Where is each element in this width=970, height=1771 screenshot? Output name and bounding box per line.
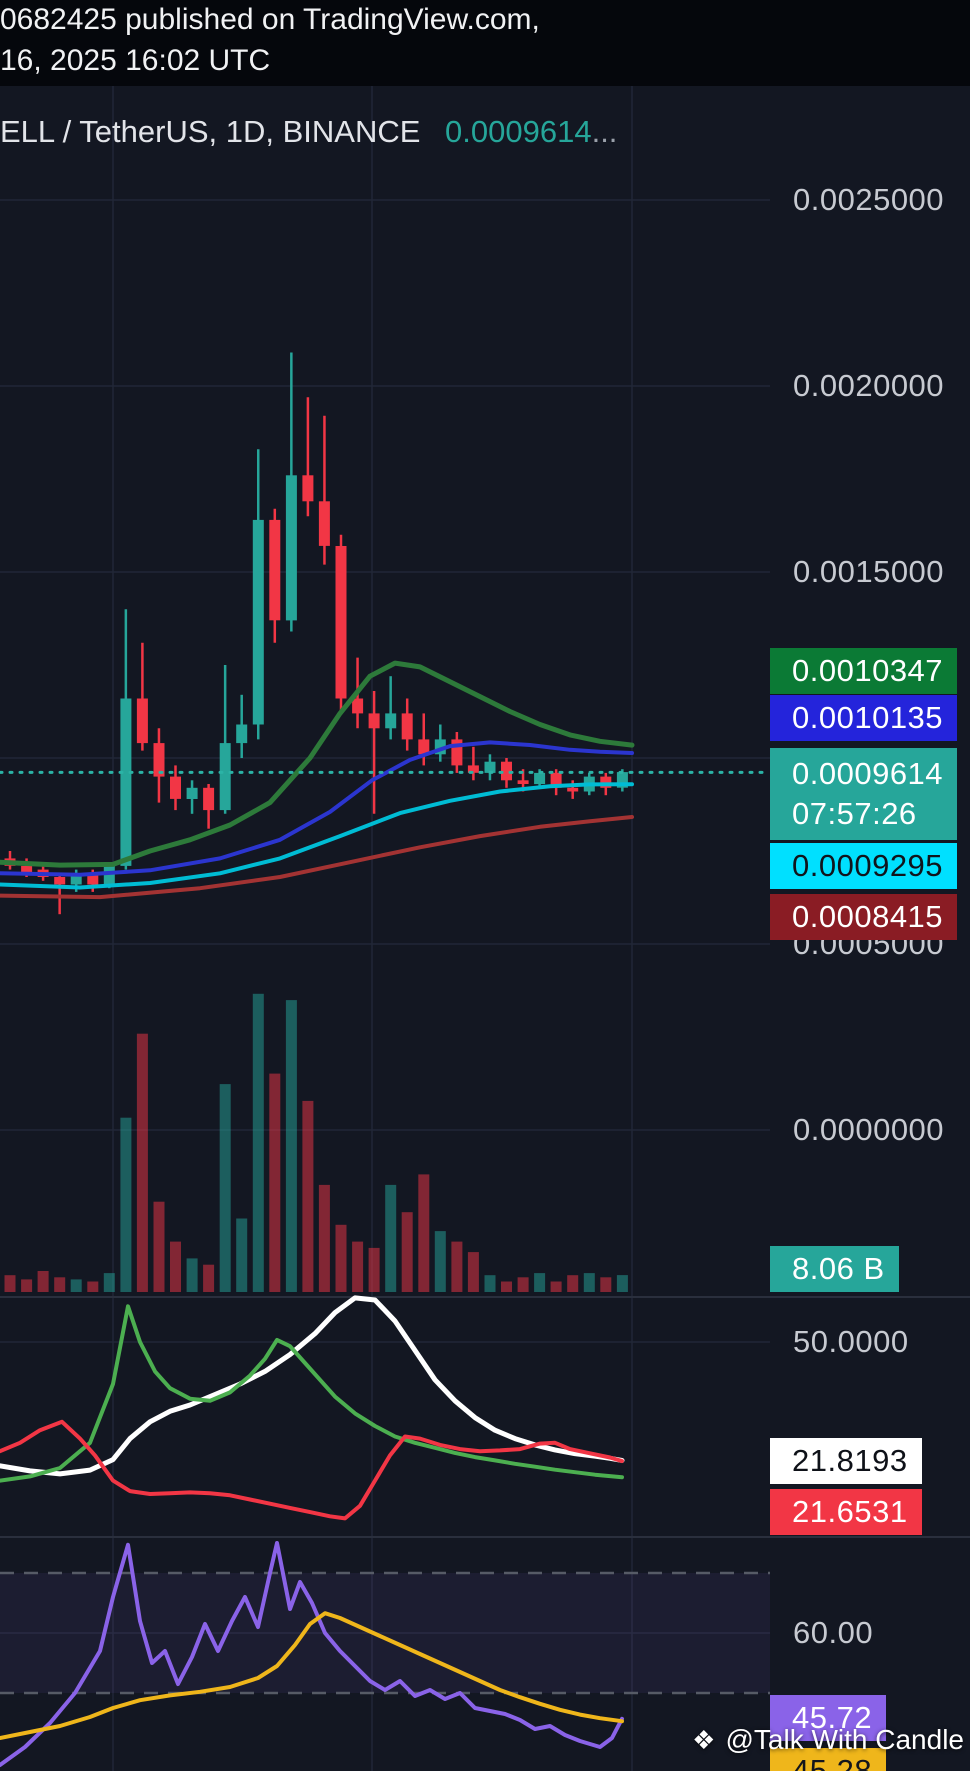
osc1-green-line (0, 1304, 624, 1483)
tick-osc1-50: 50.0000 (793, 1324, 909, 1359)
ma-green-line (0, 660, 635, 868)
watermark-logo-icon: ❖ (692, 1724, 716, 1755)
watermark-text: @Talk With Candle (725, 1724, 964, 1755)
symbol-price-ellipsis: ... (591, 114, 618, 149)
tick-osc2-60: 60.00 (793, 1615, 874, 1650)
osc2-yellow-line (0, 1611, 624, 1740)
watermark: ❖ @Talk With Candle (692, 1724, 964, 1756)
symbol-last-price: 0.0009614 (445, 114, 592, 149)
osc2-band (0, 1571, 770, 1695)
volume-bars (4, 993, 628, 1292)
gridlines (0, 86, 770, 1771)
last-price-value: 0.0009614 (792, 756, 944, 792)
ma-cyan-line (0, 782, 634, 890)
label-osc2-yellow: 45.28 (770, 1748, 887, 1771)
symbol-header: ELL / TetherUS, 1D, BINANCE 0.0009614... (0, 114, 617, 150)
label-last-price: 0.0009614 07:57:26 (770, 748, 958, 840)
label-osc2-purple: 45.72 (770, 1695, 887, 1741)
candlestick-series (4, 352, 628, 915)
osc1-red-line (0, 1419, 624, 1521)
tick-0-0025000: 0.0025000 (793, 182, 945, 217)
label-osc1-red: 21.6531 (770, 1489, 922, 1535)
pane-separators (0, 1296, 970, 1538)
label-osc1-white: 21.8193 (770, 1438, 922, 1484)
label-ma-green: 0.0010347 (770, 648, 958, 694)
tick-0-0015000: 0.0015000 (793, 554, 945, 589)
symbol-title: ELL / TetherUS, 1D, BINANCE (0, 114, 421, 149)
label-volume: 8.06 B (770, 1246, 899, 1292)
osc2-purple-line (0, 1541, 624, 1767)
label-ma-cyan: 0.0009295 (770, 843, 958, 889)
publish-info-bar: 0682425 published on TradingView.com, 16… (0, 0, 970, 86)
publish-info-line1: 0682425 published on TradingView.com, (0, 3, 540, 36)
ma-overlays (0, 660, 635, 900)
tick-0-0000000: 0.0000000 (793, 1112, 945, 1147)
publish-info-line2: 16, 2025 16:02 UTC (0, 44, 271, 77)
ma-red-line (0, 815, 634, 900)
oscillator2-lines (0, 1541, 624, 1767)
label-ma-red: 0.0008415 (770, 894, 958, 940)
tick-0-0020000: 0.0020000 (793, 368, 945, 403)
bar-countdown: 07:57:26 (792, 796, 917, 831)
label-ma-blue: 0.0010135 (770, 695, 958, 741)
oscillator1-lines (0, 1295, 625, 1521)
ma-blue-line (0, 740, 634, 877)
